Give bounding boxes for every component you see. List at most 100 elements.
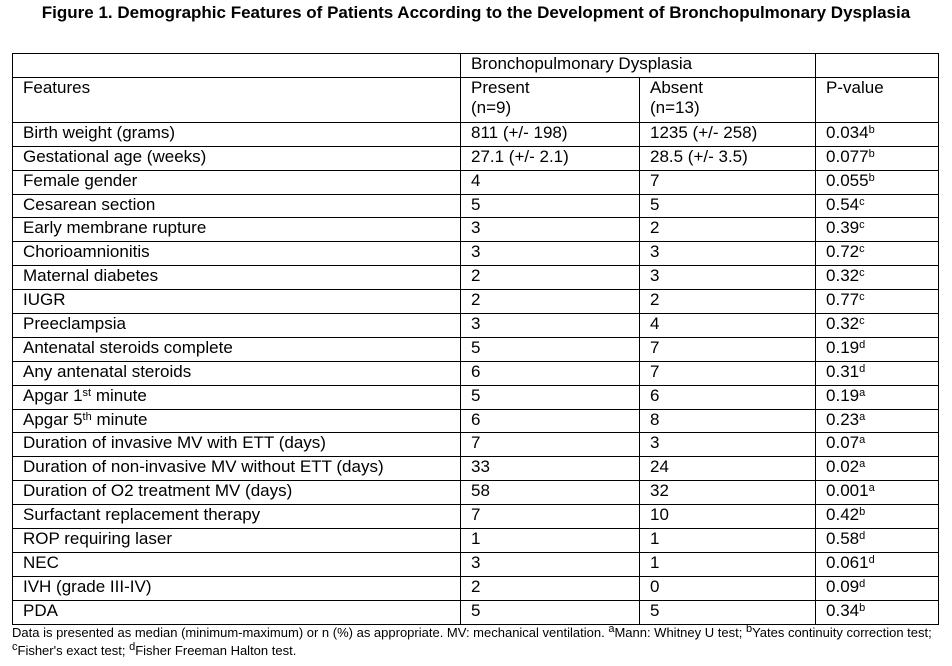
feature-cell: Duration of invasive MV with ETT (days)	[12, 432, 461, 458]
pvalue-number: 0.58	[826, 529, 860, 549]
table-row: Maternal diabetes 2 3 0.32c	[12, 265, 940, 291]
pvalue-number: 0.02	[826, 457, 860, 477]
table-row: Apgar 1st minute 5 6 0.19a	[12, 384, 940, 410]
feature-cell: IVH (grade III-IV)	[12, 575, 461, 601]
footnote-sup-a: a	[608, 623, 615, 635]
present-cell: 7	[460, 432, 640, 458]
header-absent-label: Absent	[650, 77, 703, 97]
table-row: IUGR 2 2 0.77c	[12, 289, 940, 315]
feature-label: Gestational age (weeks)	[23, 146, 207, 166]
pvalue-test-sup: c	[859, 315, 865, 328]
absent-cell: 4	[638, 313, 817, 338]
pvalue-cell: 0.077b	[815, 145, 940, 171]
feature-label-tail: minute	[91, 385, 147, 405]
absent-cell: 24	[638, 456, 817, 482]
pvalue-number: 0.061	[826, 552, 869, 572]
header-empty-cell	[815, 53, 940, 78]
pvalue-test-sup: a	[859, 410, 866, 423]
feature-label: Any antenatal steroids	[23, 361, 192, 381]
table-row: Any antenatal steroids 6 7 0.31d	[12, 360, 940, 386]
feature-cell: ROP requiring laser	[12, 528, 461, 553]
feature-cell: Duration of non-invasive MV without ETT …	[12, 456, 461, 482]
present-cell: 2	[460, 289, 640, 315]
feature-label: Duration of O2 treatment MV (days)	[23, 481, 293, 501]
present-cell: 6	[460, 360, 640, 386]
feature-cell: Chorioamnionitis	[12, 241, 461, 267]
table-row: Early membrane rupture 3 2 0.39c	[12, 217, 940, 243]
absent-cell: 6	[638, 384, 817, 410]
present-cell: 3	[460, 241, 640, 267]
feature-cell: Apgar 5th minute	[12, 408, 461, 434]
table-row: Duration of non-invasive MV without ETT …	[12, 456, 940, 482]
pvalue-cell: 0.32c	[815, 313, 940, 338]
feature-label: Early membrane rupture	[23, 218, 207, 238]
pvalue-number: 0.34	[826, 600, 860, 620]
pvalue-cell: 0.54c	[815, 193, 940, 219]
table-row: ROP requiring laser 1 1 0.58d	[12, 528, 940, 553]
pvalue-number: 0.77	[826, 290, 860, 310]
present-cell: 7	[460, 504, 640, 530]
pvalue-test-sup: b	[868, 123, 875, 136]
pvalue-test-sup: a	[859, 434, 866, 447]
feature-cell: Duration of O2 treatment MV (days)	[12, 480, 461, 506]
present-cell: 2	[460, 265, 640, 291]
absent-cell: 3	[638, 265, 817, 291]
absent-cell: 32	[638, 480, 817, 506]
pvalue-number: 0.32	[826, 266, 860, 286]
footnote-d-text: Fisher Freeman Halton test.	[135, 643, 297, 658]
feature-cell: PDA	[12, 599, 461, 625]
pvalue-test-sup: c	[859, 243, 865, 256]
pvalue-test-sup: b	[868, 147, 875, 160]
header-present-label: Present	[471, 77, 530, 97]
pvalue-test-sup: c	[859, 267, 865, 280]
feature-label: IUGR	[23, 290, 66, 310]
present-cell: 5	[460, 193, 640, 219]
pvalue-test-sup: b	[859, 601, 866, 614]
pvalue-number: 0.077	[826, 146, 869, 166]
pvalue-test-sup: c	[859, 195, 865, 208]
pvalue-cell: 0.061d	[815, 551, 940, 577]
table-row: Cesarean section 5 5 0.54c	[12, 193, 940, 219]
table-row: Gestational age (weeks) 27.1 (+/- 2.1) 28.…	[12, 145, 940, 171]
feature-cell: Gestational age (weeks)	[12, 145, 461, 171]
pvalue-number: 0.42	[826, 505, 860, 525]
pvalue-number: 0.32	[826, 314, 860, 334]
pvalue-test-sup: a	[859, 458, 866, 471]
absent-cell: 5	[638, 193, 817, 219]
footnote-sup-d: d	[129, 641, 136, 653]
table-row: NEC 3 1 0.061d	[12, 551, 940, 577]
pvalue-test-sup: d	[868, 553, 875, 566]
pvalue-number: 0.001	[826, 481, 869, 501]
present-cell: 58	[460, 480, 640, 506]
feature-label: Apgar 1	[23, 385, 83, 405]
present-cell: 811 (+/- 198)	[460, 121, 640, 147]
table-row: IVH (grade III-IV) 2 0 0.09d	[12, 575, 940, 601]
present-cell: 5	[460, 599, 640, 625]
pvalue-number: 0.19	[826, 385, 860, 405]
pvalue-cell: 0.055b	[815, 169, 940, 195]
feature-label-tail: minute	[91, 409, 148, 429]
footnote-b-text: Yates continuity correction test;	[752, 625, 932, 640]
feature-label: Maternal diabetes	[23, 266, 159, 286]
pvalue-test-sup: d	[859, 362, 866, 375]
absent-cell: 1235 (+/- 258)	[638, 121, 817, 147]
absent-cell: 0	[638, 575, 817, 601]
table-row: Preeclampsia 3 4 0.32c	[12, 313, 940, 338]
feature-label: Preeclampsia	[23, 314, 126, 334]
header-features: Features	[12, 76, 461, 123]
absent-cell: 10	[638, 504, 817, 530]
pvalue-cell: 0.19d	[815, 336, 940, 362]
header-absent-n: (n=13)	[650, 97, 700, 117]
feature-label: PDA	[23, 600, 58, 620]
header-absent: Absent (n=13)	[638, 76, 817, 123]
pvalue-number: 0.055	[826, 170, 869, 190]
pvalue-test-sup: c	[859, 219, 865, 232]
table-row: Birth weight (grams) 811 (+/- 198) 1235 (+…	[12, 121, 940, 147]
feature-cell: Maternal diabetes	[12, 265, 461, 291]
header-empty-cell	[12, 53, 461, 78]
pvalue-cell: 0.42b	[815, 504, 940, 530]
absent-cell: 3	[638, 241, 817, 267]
feature-cell: Apgar 1st minute	[12, 384, 461, 410]
pvalue-number: 0.31	[826, 361, 860, 381]
feature-cell: Any antenatal steroids	[12, 360, 461, 386]
